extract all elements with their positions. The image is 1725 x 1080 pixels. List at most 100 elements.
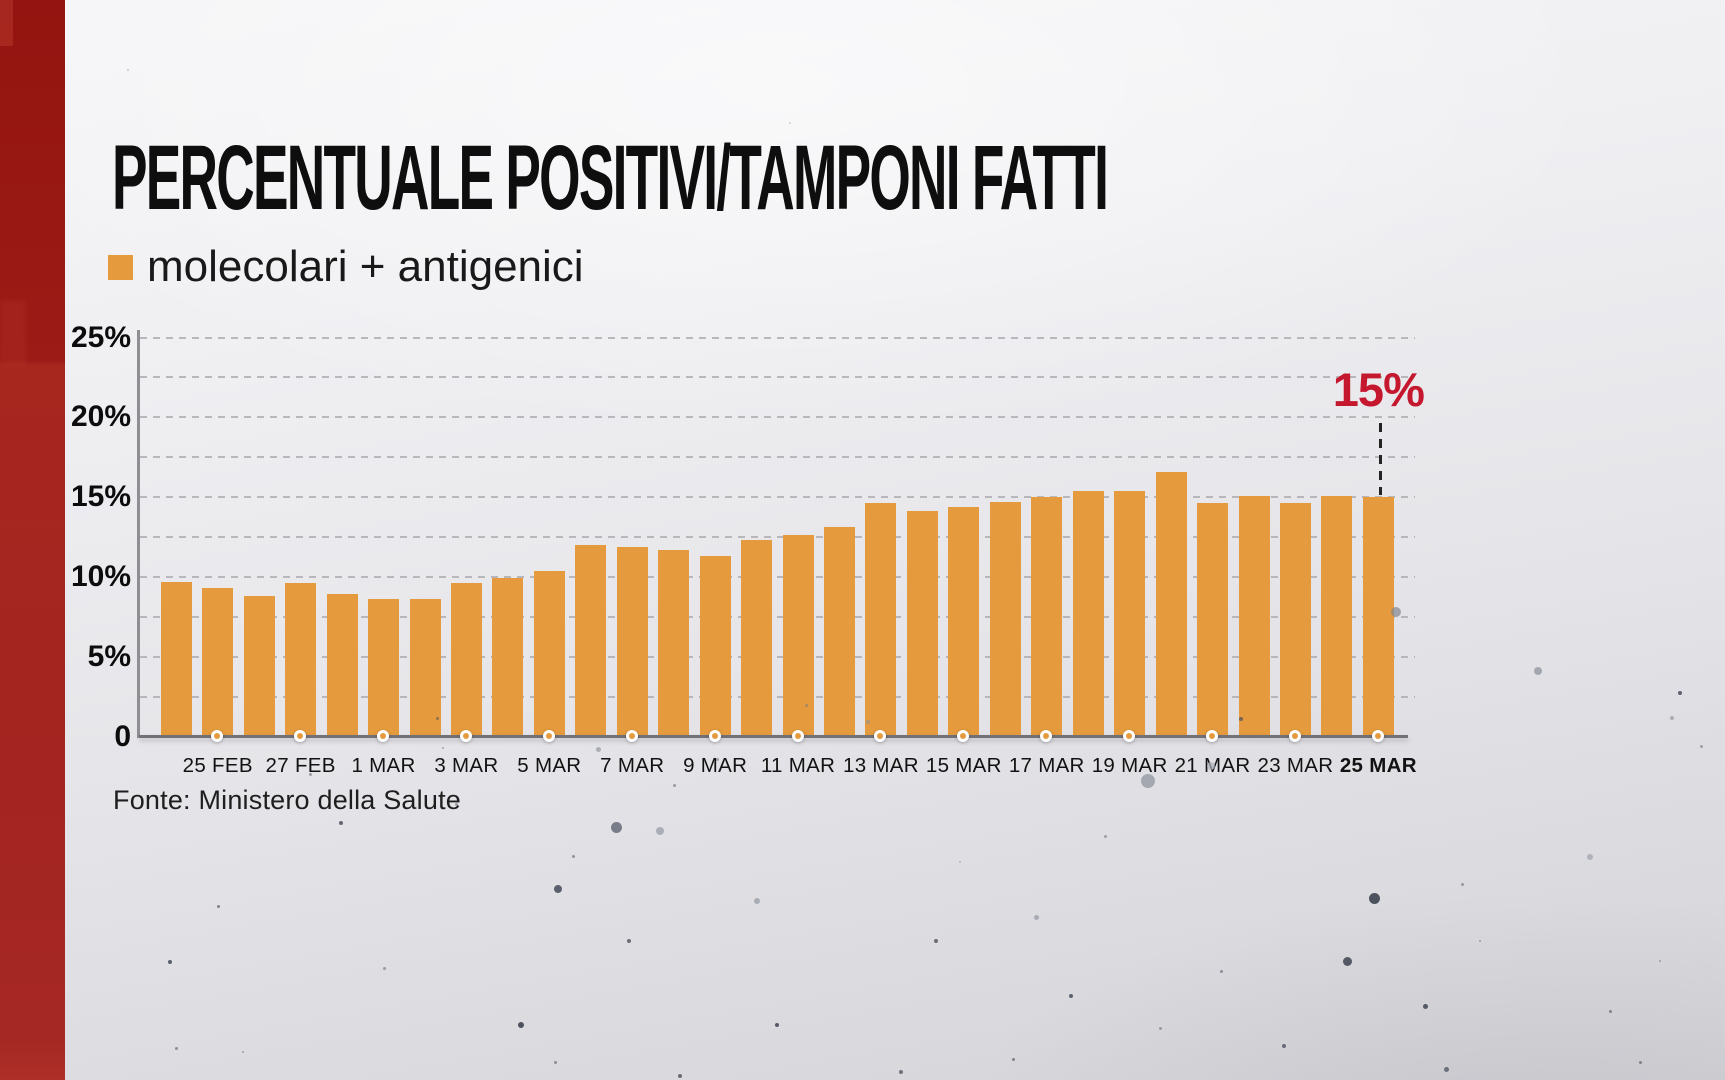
speckle-dot: [518, 1022, 524, 1028]
bar: [1362, 497, 1394, 737]
bar: [658, 549, 690, 737]
baseline-dot-marker: [542, 730, 555, 742]
speckle-dot: [959, 861, 961, 863]
y-axis-label: 0: [114, 719, 131, 753]
baseline-dot-marker: [957, 730, 970, 742]
gridline: [140, 416, 1415, 419]
speckle-dot: [174, 1046, 178, 1050]
bar: [1279, 503, 1311, 737]
speckle-dot: [1678, 691, 1682, 695]
speckle-dot: [1069, 994, 1073, 998]
bar: [824, 527, 855, 737]
speckle-dot: [672, 783, 676, 787]
bar: [699, 556, 731, 737]
bar: [160, 581, 192, 737]
baseline-dot-marker: [874, 730, 887, 742]
baseline-dot-marker: [1288, 730, 1301, 742]
baseline-dot-marker: [459, 730, 472, 742]
bar: [1321, 495, 1353, 737]
bar: [409, 599, 441, 737]
gridline: [140, 456, 1415, 459]
x-axis-label: 5 MAR: [517, 754, 582, 777]
x-axis-label: 7 MAR: [600, 754, 665, 777]
speckle-dot: [1534, 667, 1542, 675]
bar: [202, 588, 234, 737]
y-axis-label: 25%: [70, 320, 131, 354]
speckle-dot: [553, 1060, 557, 1064]
bar: [948, 506, 980, 737]
speckle-dot: [1033, 914, 1039, 920]
bar: [1031, 497, 1063, 737]
bar: [1114, 490, 1146, 737]
speckle-dot: [627, 939, 631, 943]
speckle-dot: [775, 1023, 779, 1027]
bar: [616, 546, 648, 737]
stripe-highlight-mid: [0, 300, 26, 366]
baseline-dot-marker: [708, 730, 721, 742]
speckle-dot: [1103, 834, 1107, 838]
speckle-dot: [610, 821, 622, 833]
gridline: [140, 655, 1415, 658]
gridline: [140, 695, 1415, 698]
y-axis-label: 20%: [70, 400, 131, 434]
bar: [492, 578, 524, 737]
speckle-dot: [934, 939, 938, 943]
speckle-dot: [571, 854, 575, 858]
legend-label: molecolari + antigenici: [147, 242, 584, 291]
speckle-dot: [1659, 960, 1661, 962]
speckle-dot: [1422, 1003, 1428, 1009]
speckle-dot: [1219, 969, 1223, 973]
baseline-dot-marker: [791, 730, 804, 742]
x-axis-label: 25 FEB: [182, 754, 253, 777]
x-axis-label: 3 MAR: [434, 754, 499, 777]
annotation-value-label: 15%: [1332, 363, 1425, 416]
baseline-dot-marker: [1206, 730, 1219, 742]
bar: [1238, 495, 1270, 737]
gridline: [140, 536, 1415, 538]
speckle-dot: [1670, 716, 1674, 720]
speckle-dot: [754, 898, 760, 904]
speckle-dot: [1342, 956, 1352, 966]
bar: [1072, 490, 1104, 737]
x-axis-label: 27 FEB: [265, 754, 336, 777]
speckle-dot: [127, 69, 129, 71]
speckle-dot: [1479, 940, 1481, 942]
speckle-dot: [789, 122, 791, 124]
x-axis-label: 15 MAR: [925, 754, 1002, 777]
speckle-dot: [899, 1070, 903, 1074]
left-red-stripe: [0, 0, 65, 1080]
x-axis-label: 23 MAR: [1257, 754, 1334, 777]
chart-title: PERCENTUALE POSITIVI/TAMPONI FATTI: [112, 127, 1109, 229]
y-axis-label: 15%: [70, 480, 131, 514]
stripe-highlight-top: [0, 0, 13, 46]
y-axis-label: 5%: [87, 639, 131, 673]
speckle-dot: [216, 904, 220, 908]
speckle-dot: [656, 827, 664, 835]
bar: [1197, 503, 1229, 737]
gridline: [140, 575, 1415, 578]
legend-swatch: [108, 255, 133, 280]
gridline: [140, 615, 1415, 618]
bar: [989, 501, 1021, 737]
speckle-dot: [242, 1051, 244, 1053]
speckle-dot: [339, 821, 343, 825]
speckle-dot: [554, 885, 562, 893]
x-axis-label: 17 MAR: [1008, 754, 1085, 777]
speckle-dot: [1460, 882, 1464, 886]
x-axis-label: 1 MAR: [351, 754, 416, 777]
speckle-dot: [1638, 1060, 1642, 1064]
bar: [450, 583, 482, 737]
annotation-dashed-line: [1379, 423, 1383, 496]
bar: [285, 583, 317, 737]
speckle-dot: [1587, 854, 1593, 860]
bar: [1155, 471, 1187, 737]
gridline: [140, 336, 1415, 339]
baseline-dot-marker: [377, 730, 390, 742]
speckle-dot: [1699, 744, 1703, 748]
x-axis-label: 13 MAR: [843, 754, 919, 777]
bar: [575, 544, 607, 737]
speckle-dot: [1368, 892, 1380, 904]
speckle-dot: [1158, 1026, 1162, 1030]
bar: [782, 535, 814, 737]
